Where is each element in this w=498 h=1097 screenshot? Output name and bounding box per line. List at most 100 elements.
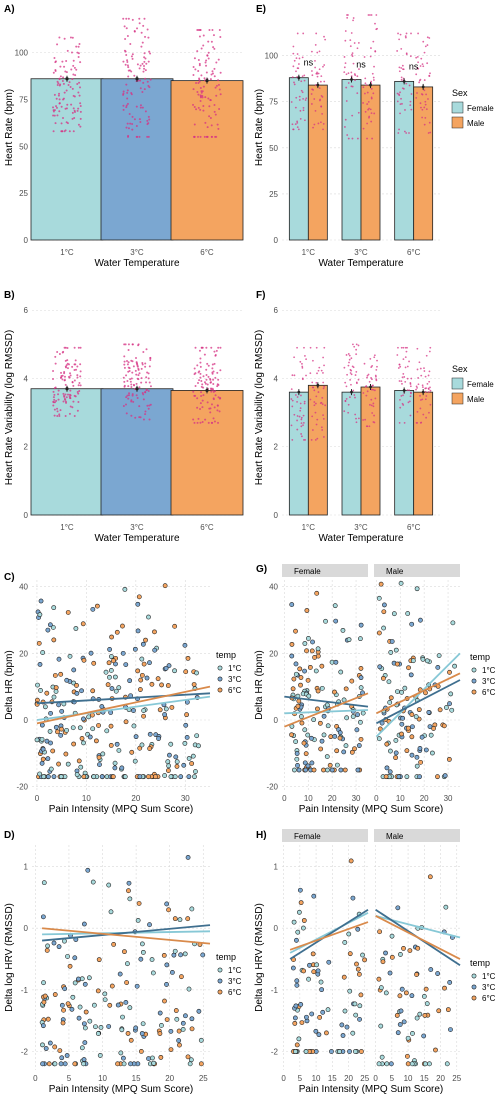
jitter-point <box>428 370 431 373</box>
scatter-point <box>388 650 394 655</box>
x-axis-label: Water Temperature <box>94 533 179 544</box>
scatter-point <box>297 666 303 672</box>
scatter-point <box>41 999 47 1005</box>
scatter-point <box>414 1015 420 1021</box>
mean-point <box>350 390 353 394</box>
scatter-point <box>307 962 312 968</box>
bar-3°C <box>100 388 174 516</box>
scatter-point <box>340 627 346 633</box>
fit-line-0 <box>375 915 461 939</box>
scatter-point <box>452 663 457 669</box>
y-tick-label: 75 <box>269 98 278 107</box>
jitter-point <box>78 94 81 97</box>
scatter-point <box>383 990 389 996</box>
legend-label: 1°C <box>228 664 242 673</box>
scatter-point <box>173 1008 179 1013</box>
jitter-point <box>74 359 77 362</box>
jitter-point <box>345 86 348 89</box>
scatter-point <box>302 668 307 674</box>
fit-line-2 <box>41 927 211 945</box>
jitter-point <box>58 36 61 39</box>
scatter-point <box>99 774 105 780</box>
scatter-point <box>448 691 454 697</box>
jitter-point <box>399 398 401 401</box>
scatter-point <box>405 1035 411 1041</box>
jitter-point <box>322 381 325 384</box>
jitter-point <box>352 19 354 22</box>
scatter-point <box>114 629 120 635</box>
jitter-point <box>425 108 428 111</box>
jitter-point <box>72 130 75 133</box>
legend-label: 6°C <box>228 686 242 695</box>
jitter-point <box>127 361 130 364</box>
jitter-point <box>349 378 351 381</box>
scatter-point <box>177 1042 182 1048</box>
scatter-point <box>146 1056 151 1062</box>
jitter-point <box>371 365 374 367</box>
scatter-point <box>158 1054 164 1060</box>
jitter-point <box>68 363 71 366</box>
jitter-point <box>196 91 199 94</box>
jitter-point <box>397 346 399 349</box>
scatter-point <box>399 721 405 727</box>
scatter-point <box>167 752 172 758</box>
y-tick-label: 6 <box>24 306 29 315</box>
jitter-point <box>130 91 133 94</box>
scatter-point <box>327 762 333 768</box>
jitter-point <box>76 82 79 85</box>
scatter-point <box>56 702 62 708</box>
jitter-point <box>76 390 79 393</box>
jitter-point <box>78 81 81 84</box>
jitter-point <box>322 128 324 131</box>
jitter-point <box>148 404 151 407</box>
scatter-point <box>424 658 430 664</box>
jitter-point <box>131 122 134 125</box>
jitter-point <box>210 40 213 43</box>
x-tick-label: 15 <box>328 1074 337 1083</box>
jitter-point <box>354 374 357 376</box>
jitter-point <box>61 79 64 82</box>
jitter-point <box>64 359 67 362</box>
jitter-point <box>138 118 141 121</box>
x-tick-label: 0 <box>33 1074 38 1083</box>
jitter-point <box>197 382 200 385</box>
jitter-point <box>373 414 375 417</box>
jitter-point <box>145 62 148 65</box>
jitter-point <box>419 394 421 397</box>
jitter-point <box>206 383 209 386</box>
y-axis-label: Heart Rate Variability (log RMSSD) <box>254 330 265 485</box>
jitter-point <box>424 45 427 48</box>
jitter-point <box>72 59 75 62</box>
jitter-point <box>373 389 376 392</box>
jitter-point <box>370 87 373 90</box>
jitter-point <box>209 78 212 81</box>
jitter-point <box>75 45 78 48</box>
jitter-point <box>192 73 195 76</box>
jitter-point <box>205 71 208 74</box>
jitter-point <box>420 399 422 401</box>
jitter-point <box>212 388 215 391</box>
jitter-point <box>201 406 204 409</box>
jitter-point <box>319 80 322 83</box>
scatter-point <box>38 598 44 604</box>
scatter-point <box>303 1049 309 1054</box>
jitter-point <box>425 93 428 96</box>
jitter-point <box>421 108 424 111</box>
jitter-point <box>197 69 200 72</box>
scatter-point <box>394 661 400 667</box>
scatter-point <box>147 660 152 666</box>
scatter-point <box>166 763 172 769</box>
scatter-point <box>65 954 70 959</box>
scatter-point <box>183 1013 188 1019</box>
scatter-point <box>74 772 80 777</box>
jitter-point <box>72 384 75 387</box>
jitter-point <box>66 359 69 362</box>
scatter-point <box>309 1011 315 1017</box>
scatter-point <box>314 962 320 968</box>
scatter-point <box>405 611 411 616</box>
jitter-point <box>417 383 420 386</box>
jitter-point <box>53 398 56 401</box>
jitter-point <box>317 391 320 393</box>
scatter-point <box>389 639 395 644</box>
jitter-point <box>123 363 126 366</box>
